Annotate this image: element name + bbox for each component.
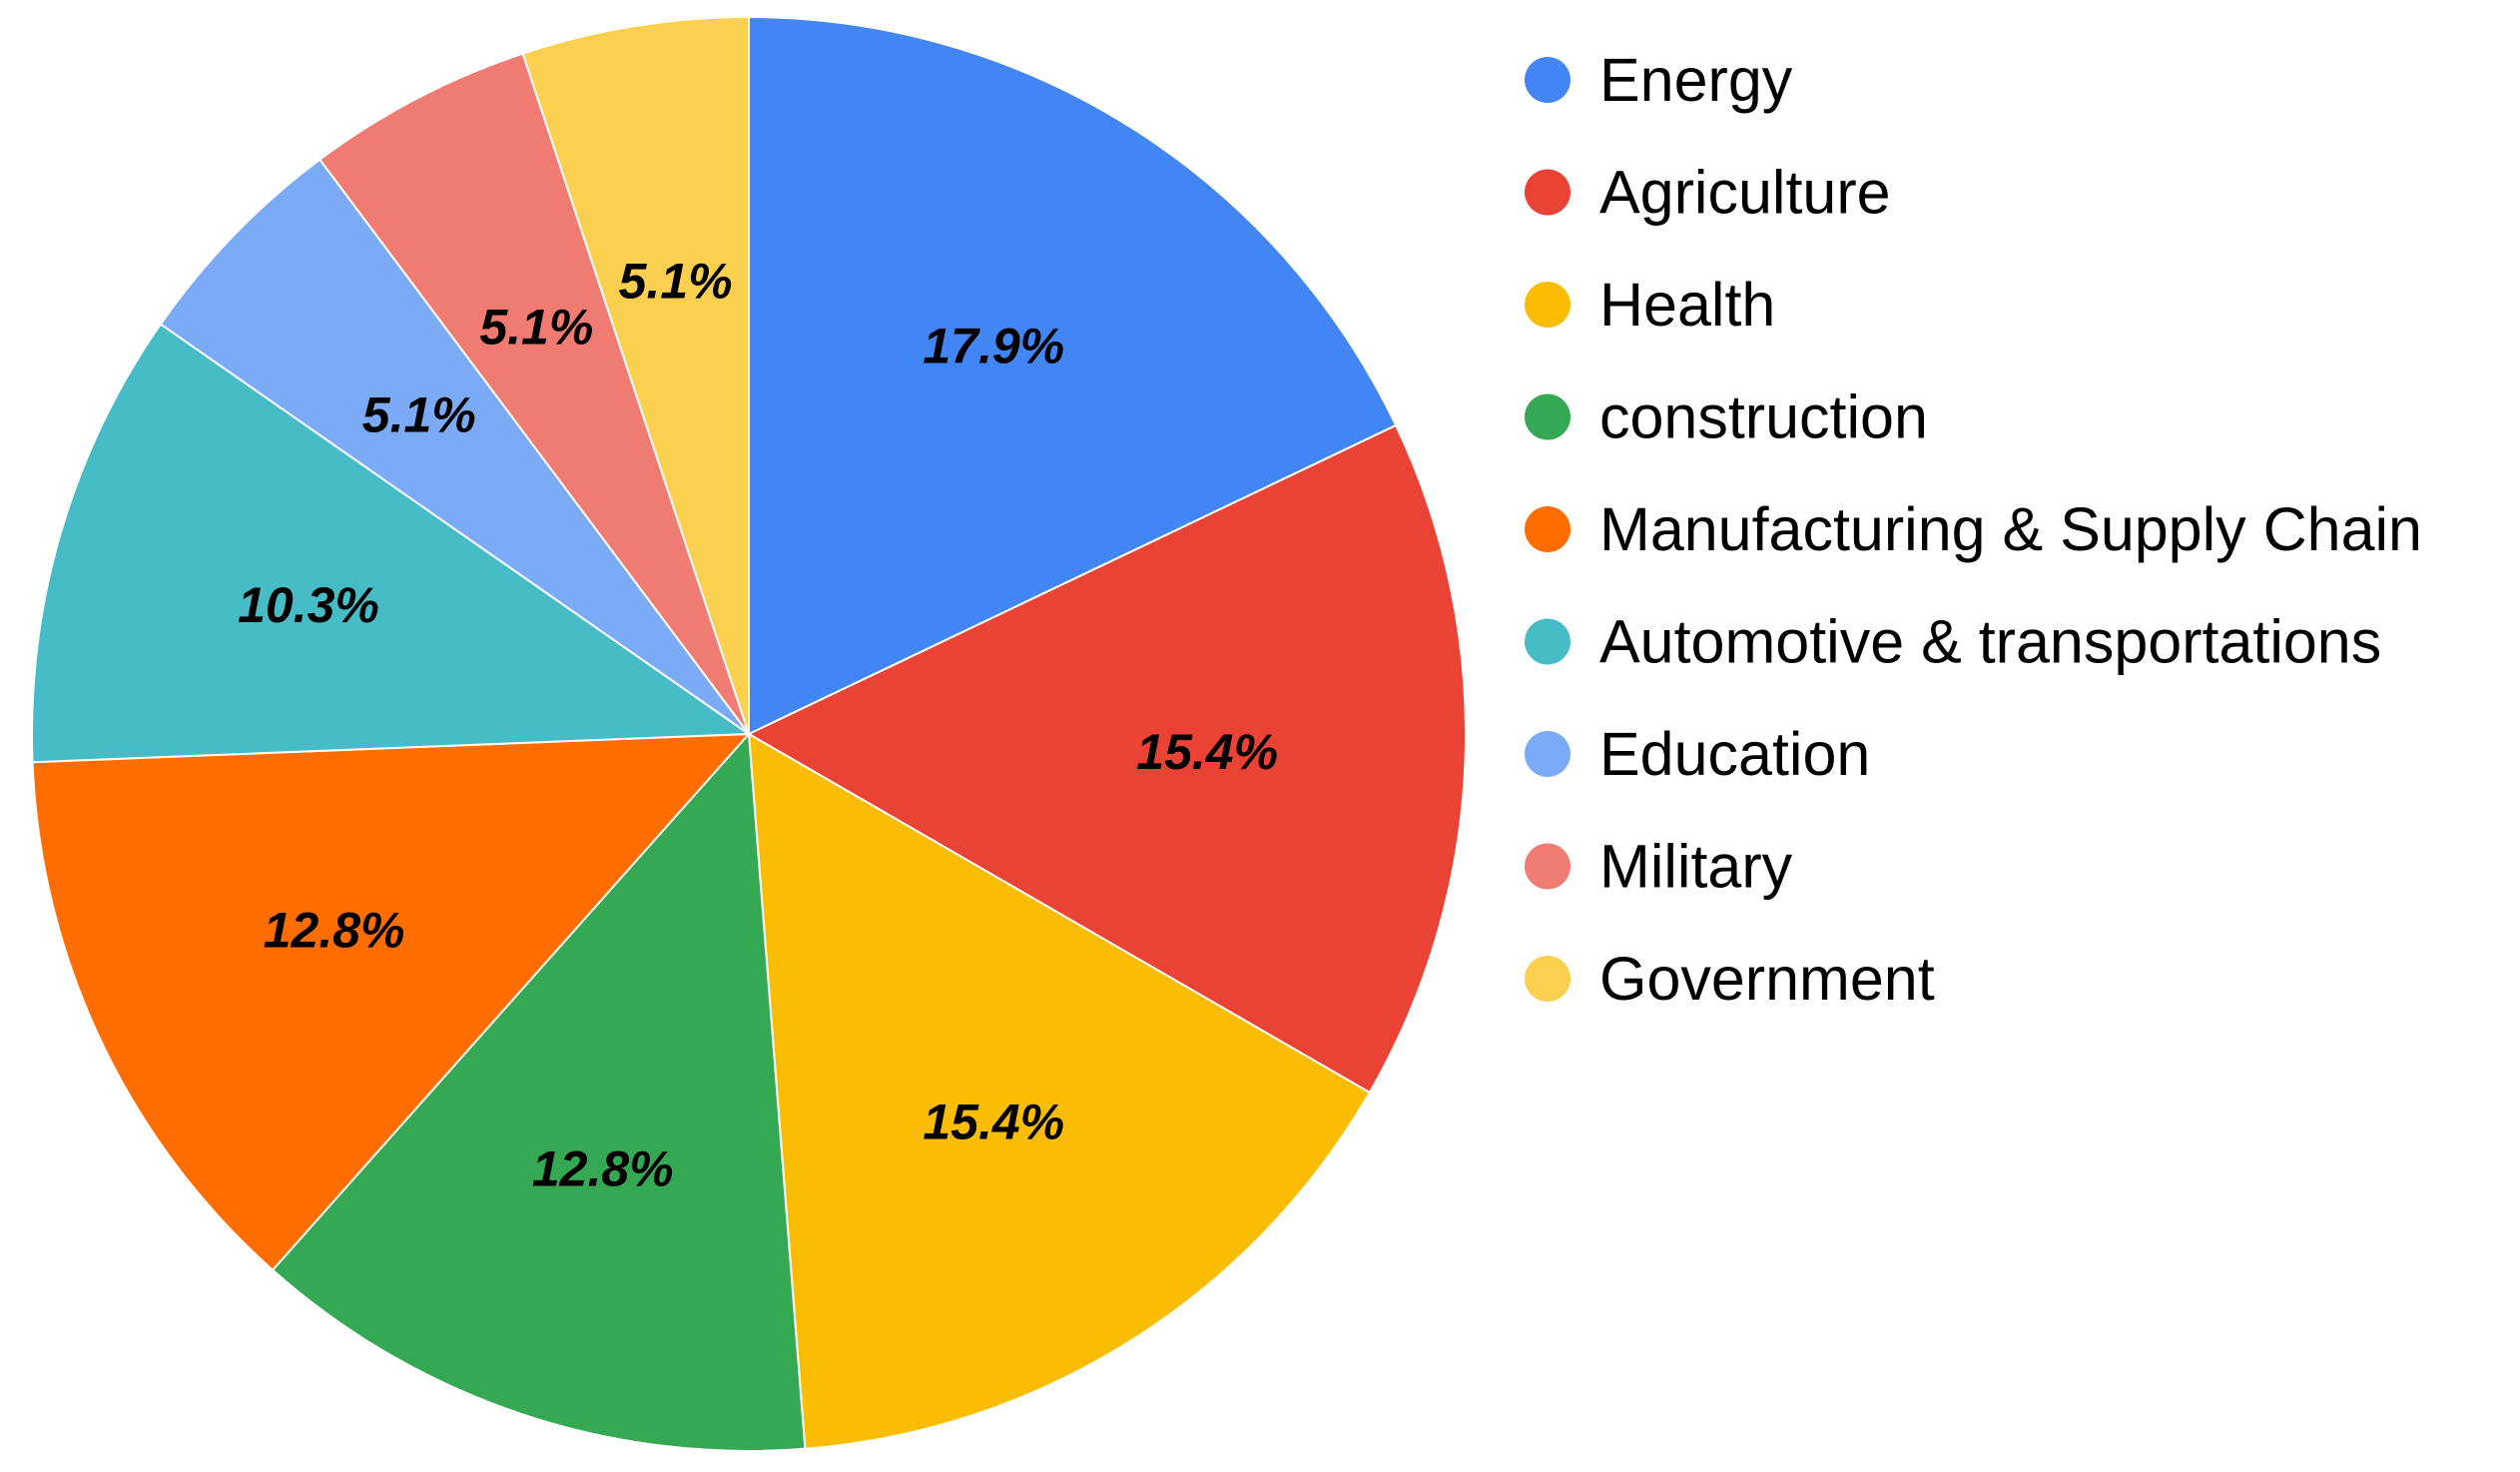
slice-label-education: 5.1%	[362, 386, 476, 442]
legend-label-manufacturing-and-supply-chain: Manufacturing & Supply Chain	[1599, 495, 2422, 563]
slice-label-military: 5.1%	[479, 300, 593, 356]
pie-slice-health	[747, 732, 1372, 1450]
legend-item-construction: construction	[1525, 383, 1928, 451]
legend-item-automotive-and-transportations: Automotive & transportations	[1525, 608, 2381, 676]
pie-slice-manufacturing-and-supply-chain	[31, 732, 752, 1272]
legend-swatch-agriculture	[1525, 169, 1571, 216]
pie-slice-construction	[271, 731, 807, 1452]
legend-swatch-military	[1525, 843, 1571, 890]
legend-swatch-education	[1525, 731, 1571, 777]
pie-slice-military	[317, 52, 750, 735]
legend-swatch-manufacturing-and-supply-chain	[1525, 506, 1571, 552]
slice-label-government: 5.1%	[619, 253, 733, 309]
legend-label-government: Government	[1599, 945, 1935, 1013]
legend-label-energy: Energy	[1599, 46, 1793, 114]
slice-label-energy: 17.9%	[923, 318, 1064, 373]
legend-label-health: Health	[1599, 271, 1775, 339]
pie-slice-labels: 17.9%15.4%15.4%12.8%12.8%10.3%5.1%5.1%5.…	[238, 253, 1278, 1196]
legend-label-education: Education	[1599, 720, 1870, 788]
pie-slice-automotive-and-transportations	[31, 323, 753, 764]
legend-item-energy: Energy	[1525, 46, 1793, 114]
pie-slice-education	[159, 158, 750, 735]
legend-swatch-health	[1525, 282, 1571, 328]
legend-swatch-construction	[1525, 393, 1571, 440]
legend-label-construction: construction	[1599, 383, 1928, 451]
pie-slice-energy	[748, 15, 1398, 736]
legend-item-government: Government	[1525, 945, 1935, 1013]
legend-item-manufacturing-and-supply-chain: Manufacturing & Supply Chain	[1525, 495, 2422, 563]
legend-label-automotive-and-transportations: Automotive & transportations	[1599, 608, 2381, 676]
legend-swatch-government	[1525, 956, 1571, 1002]
legend-item-health: Health	[1525, 271, 1775, 339]
pie-slices	[31, 15, 1467, 1452]
slice-label-agriculture: 15.4%	[1136, 724, 1278, 780]
slice-label-automotive-and-transportations: 10.3%	[238, 577, 379, 633]
slice-label-health: 15.4%	[923, 1095, 1064, 1150]
legend-label-agriculture: Agriculture	[1599, 159, 1891, 227]
chart-legend: Energy Agriculture Health construction Manuf…	[1525, 46, 2422, 1013]
legend-swatch-energy	[1525, 57, 1571, 103]
legend-item-agriculture: Agriculture	[1525, 159, 1891, 227]
pie-slice-government	[521, 15, 750, 735]
pie-slice-agriculture	[746, 423, 1467, 1095]
legend-label-military: Military	[1599, 833, 1793, 901]
slice-label-manufacturing-and-supply-chain: 12.8%	[264, 902, 405, 958]
legend-item-education: Education	[1525, 720, 1870, 788]
legend-item-military: Military	[1525, 833, 1793, 901]
slice-label-construction: 12.8%	[532, 1141, 674, 1197]
legend-swatch-automotive-and-transportations	[1525, 618, 1571, 665]
